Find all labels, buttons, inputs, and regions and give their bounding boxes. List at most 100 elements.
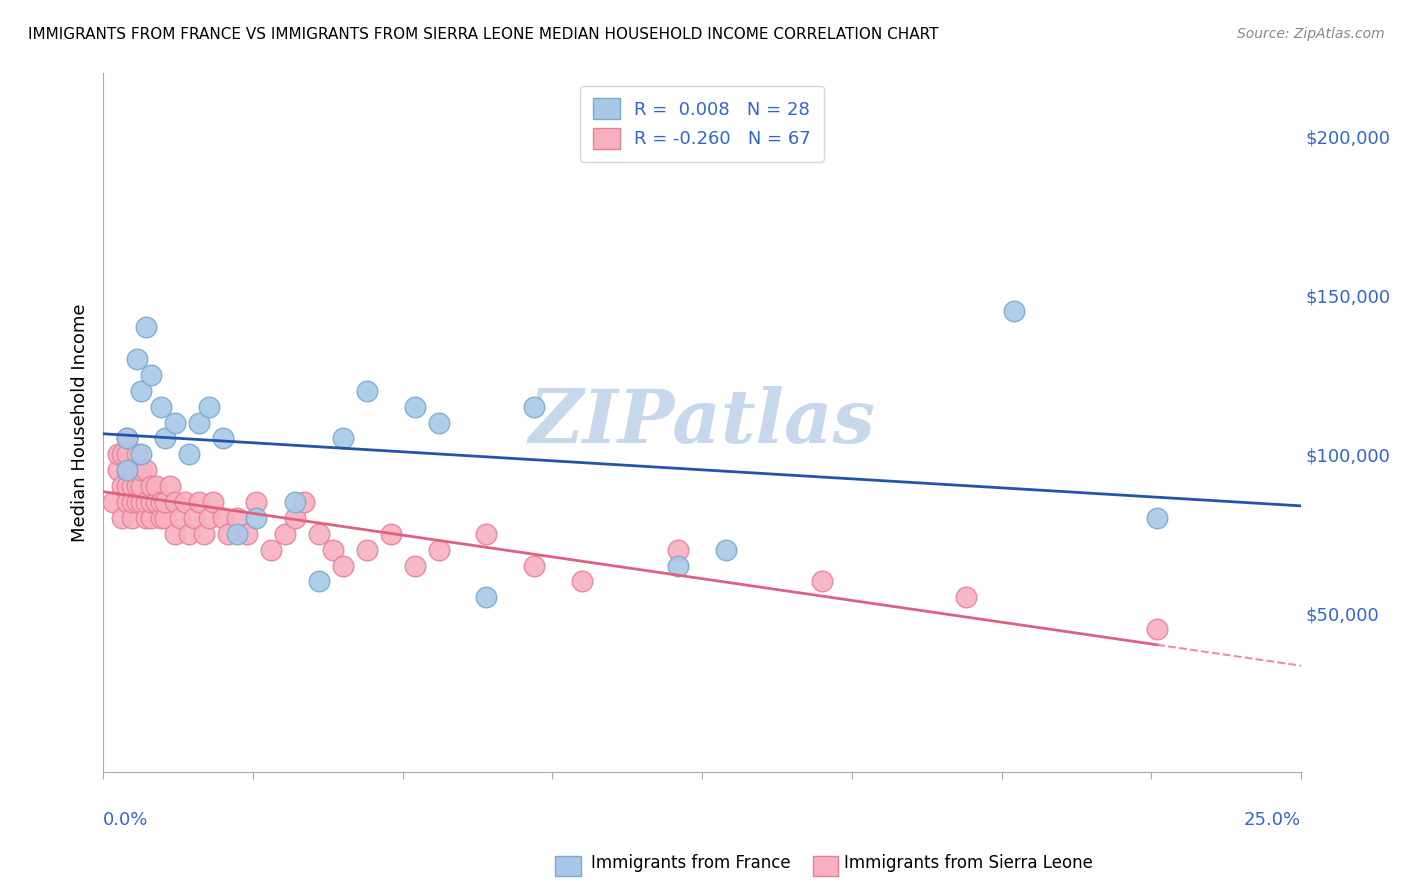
Point [159, 479, 181, 493]
Point [284, 511, 307, 525]
Point [121, 479, 143, 493]
Point [125, 495, 148, 509]
Point [212, 511, 235, 525]
Point [427, 416, 450, 430]
Point [125, 447, 148, 461]
Point [475, 591, 498, 605]
Point [139, 511, 162, 525]
Point [955, 591, 977, 605]
Point [226, 526, 249, 541]
Point [131, 384, 153, 398]
Point [145, 479, 167, 493]
Point [475, 526, 498, 541]
Point [356, 384, 378, 398]
Point [101, 495, 124, 509]
Point [308, 526, 330, 541]
Text: Immigrants from Sierra Leone: Immigrants from Sierra Leone [844, 855, 1092, 872]
Point [179, 526, 201, 541]
Point [226, 511, 249, 525]
Point [131, 447, 153, 461]
Point [714, 542, 737, 557]
Point [188, 495, 211, 509]
Point [125, 351, 148, 366]
Point [115, 432, 138, 446]
Point [292, 495, 315, 509]
Point [1002, 304, 1025, 318]
Point [149, 511, 172, 525]
Y-axis label: Median Household Income: Median Household Income [72, 303, 89, 541]
Legend: R =  0.008   N = 28, R = -0.260   N = 67: R = 0.008 N = 28, R = -0.260 N = 67 [581, 86, 824, 161]
Point [666, 558, 689, 573]
Point [155, 432, 177, 446]
Point [115, 495, 138, 509]
Point [274, 526, 297, 541]
Point [322, 542, 344, 557]
Point [811, 574, 834, 589]
Point [155, 511, 177, 525]
Point [125, 479, 148, 493]
Point [284, 495, 307, 509]
Point [356, 542, 378, 557]
Point [1146, 511, 1168, 525]
Point [183, 511, 205, 525]
Point [217, 526, 239, 541]
Point [163, 526, 186, 541]
Point [169, 511, 191, 525]
Point [212, 432, 235, 446]
Point [115, 447, 138, 461]
Point [332, 558, 354, 573]
Point [139, 368, 162, 382]
Point [121, 511, 143, 525]
Point [245, 495, 267, 509]
Point [173, 495, 195, 509]
Point [135, 320, 157, 334]
Point [135, 463, 157, 477]
Point [197, 511, 219, 525]
Point [111, 511, 134, 525]
Point [135, 511, 157, 525]
Point [193, 526, 215, 541]
Point [179, 447, 201, 461]
Text: IMMIGRANTS FROM FRANCE VS IMMIGRANTS FROM SIERRA LEONE MEDIAN HOUSEHOLD INCOME C: IMMIGRANTS FROM FRANCE VS IMMIGRANTS FRO… [28, 27, 939, 42]
Point [115, 463, 138, 477]
Point [245, 511, 267, 525]
Point [523, 400, 546, 414]
Point [155, 495, 177, 509]
Point [332, 432, 354, 446]
Point [427, 542, 450, 557]
Point [404, 558, 426, 573]
Point [107, 463, 129, 477]
Point [404, 400, 426, 414]
Text: 0.0%: 0.0% [103, 811, 149, 829]
Point [107, 447, 129, 461]
Point [188, 416, 211, 430]
Point [139, 479, 162, 493]
Point [111, 479, 134, 493]
Point [1146, 622, 1168, 636]
Point [571, 574, 593, 589]
Text: ZIPatlas: ZIPatlas [529, 386, 876, 458]
Point [115, 463, 138, 477]
Point [149, 495, 172, 509]
Point [111, 447, 134, 461]
Point [202, 495, 225, 509]
Point [380, 526, 402, 541]
Text: Immigrants from France: Immigrants from France [591, 855, 790, 872]
Point [139, 495, 162, 509]
Point [145, 495, 167, 509]
Point [236, 526, 259, 541]
Point [121, 495, 143, 509]
Point [163, 495, 186, 509]
Point [131, 479, 153, 493]
Point [308, 574, 330, 589]
Point [115, 479, 138, 493]
Point [163, 416, 186, 430]
Point [115, 432, 138, 446]
Point [121, 463, 143, 477]
Text: 25.0%: 25.0% [1244, 811, 1301, 829]
Text: Source: ZipAtlas.com: Source: ZipAtlas.com [1237, 27, 1385, 41]
Point [666, 542, 689, 557]
Point [131, 495, 153, 509]
Point [149, 400, 172, 414]
Point [131, 463, 153, 477]
